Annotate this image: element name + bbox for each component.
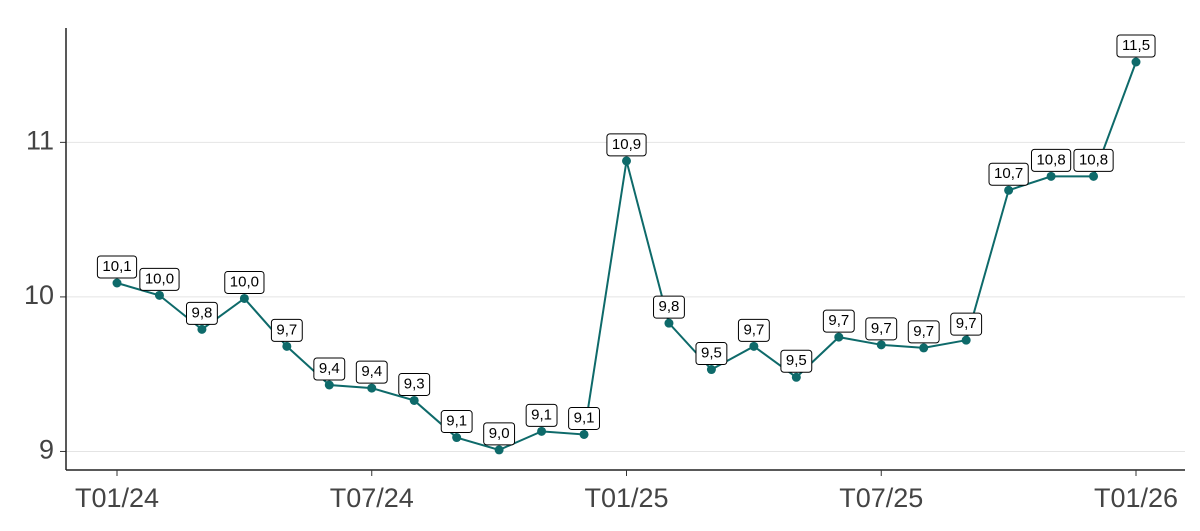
point: [1131, 57, 1141, 67]
point: [197, 324, 207, 334]
value-label: 9,7: [956, 315, 977, 332]
point: [537, 426, 547, 436]
value-label-box: [1073, 148, 1114, 172]
value-label: 9,1: [531, 406, 552, 423]
x-tick-label: T07/25: [839, 483, 923, 513]
value-label-box: [950, 312, 983, 336]
value-label-box: [440, 410, 473, 434]
value-label-box: [224, 270, 265, 294]
value-label-box: [907, 320, 940, 344]
y-tick-label: 9: [39, 435, 54, 465]
value-label: 10,8: [1036, 151, 1065, 168]
value-label: 11,5: [1122, 37, 1150, 54]
point: [154, 290, 164, 300]
x-tick-label: T01/25: [584, 483, 668, 513]
value-label-box: [822, 309, 855, 333]
point: [112, 278, 122, 288]
y-tick-label: 11: [26, 125, 54, 155]
point: [791, 372, 801, 382]
value-label-box: [525, 403, 558, 427]
point: [494, 445, 504, 455]
value-label: 9,7: [828, 312, 849, 329]
series-line: [116, 61, 1137, 451]
value-label-box: [568, 406, 600, 430]
point: [1089, 171, 1099, 181]
value-label: 10,1: [102, 258, 131, 275]
value-label-box: [988, 162, 1029, 186]
value-label: 9,8: [659, 298, 680, 315]
value-label: 9,7: [913, 323, 934, 340]
value-label: 9,4: [361, 363, 382, 380]
value-label: 9,7: [276, 321, 297, 338]
point: [961, 335, 971, 345]
point: [452, 433, 462, 443]
point: [876, 340, 886, 350]
x-tick-label: T01/26: [1094, 483, 1178, 513]
x-tick-label: T01/24: [75, 483, 159, 513]
value-label-box: [483, 422, 516, 446]
point: [324, 380, 334, 390]
value-label: 10,0: [145, 270, 174, 287]
value-label-box: [865, 317, 898, 341]
point: [579, 429, 589, 439]
point: [749, 341, 759, 351]
value-label-box: [695, 342, 728, 366]
value-label-box: [398, 372, 431, 396]
value-label: 9,5: [786, 352, 807, 369]
value-label: 10,7: [994, 165, 1023, 182]
point: [1004, 185, 1014, 195]
value-label: 9,0: [489, 425, 510, 442]
value-label: 9,3: [404, 375, 425, 392]
value-label: 9,7: [871, 320, 892, 337]
value-label: 9,1: [446, 413, 467, 430]
value-label-box: [270, 318, 303, 342]
value-label: 9,7: [743, 321, 764, 338]
point: [282, 341, 292, 351]
value-label-box: [96, 255, 138, 279]
value-label-box: [355, 360, 388, 384]
x-tick-label: T07/24: [330, 483, 414, 513]
point: [919, 343, 929, 353]
value-label-box: [737, 318, 770, 342]
point: [706, 365, 716, 375]
value-label: 9,4: [319, 360, 340, 377]
value-label-box: [313, 357, 346, 381]
value-label: 9,5: [701, 345, 722, 362]
value-label-box: [653, 295, 685, 319]
point: [367, 383, 377, 393]
value-label-box: [185, 301, 218, 325]
point: [409, 395, 419, 405]
value-label: 10,8: [1079, 151, 1108, 168]
point: [622, 156, 631, 166]
y-tick-label: 10: [24, 280, 54, 310]
value-label-box: [780, 349, 813, 373]
value-label-box: [1116, 34, 1156, 58]
value-label: 10,9: [612, 136, 641, 153]
value-label: 9,8: [191, 304, 212, 321]
value-label-box: [139, 267, 180, 291]
value-label: 9,1: [574, 409, 595, 426]
value-label: 10,0: [230, 273, 259, 290]
point: [239, 293, 249, 303]
value-label-box: [606, 133, 647, 157]
value-label-box: [1030, 148, 1072, 172]
point: [1046, 171, 1056, 181]
point: [834, 332, 844, 342]
point: [664, 318, 674, 328]
